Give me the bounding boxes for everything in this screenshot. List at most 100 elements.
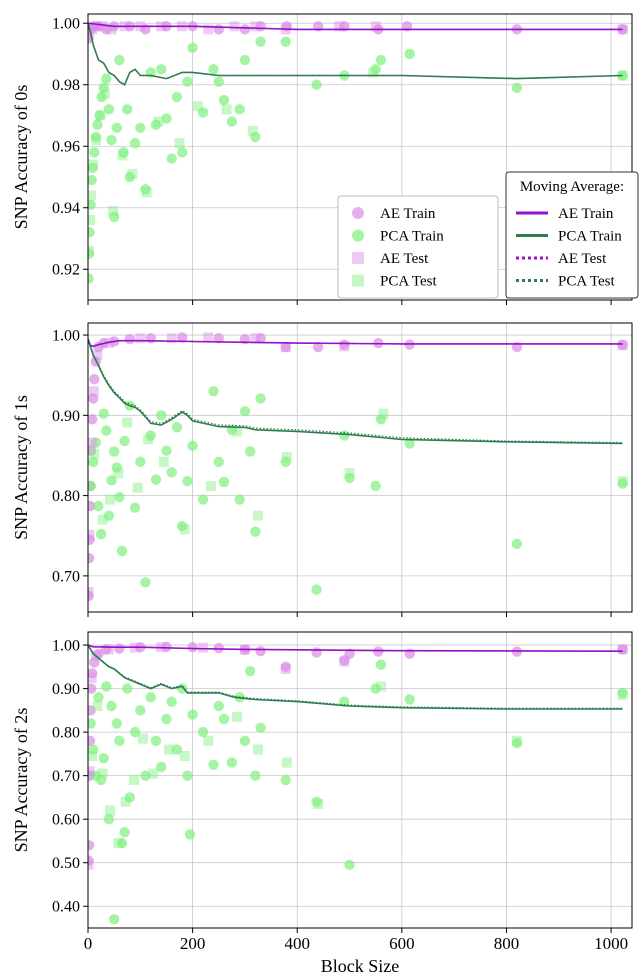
point-pca-test bbox=[127, 168, 138, 179]
point-ae-test bbox=[166, 333, 177, 344]
point-pca-train bbox=[95, 528, 107, 540]
point-ae-train bbox=[88, 445, 97, 456]
x-tick-label: 200 bbox=[180, 934, 206, 953]
point-ae-train bbox=[617, 644, 628, 655]
point-pca-test bbox=[281, 452, 292, 463]
point-pca-train bbox=[140, 184, 151, 195]
y-tick-label: 0.90 bbox=[52, 408, 80, 425]
point-pca-train bbox=[311, 796, 322, 807]
point-pca-train bbox=[98, 82, 109, 94]
point-pca-train bbox=[140, 577, 151, 588]
point-pca-test bbox=[104, 494, 115, 505]
point-pca-train bbox=[114, 54, 125, 66]
point-pca-train bbox=[93, 692, 104, 703]
point-pca-train bbox=[187, 42, 198, 54]
point-pca-train bbox=[370, 64, 381, 75]
point-ae-train bbox=[88, 705, 96, 716]
gridlines bbox=[87, 323, 632, 612]
point-pca-train bbox=[101, 73, 112, 84]
x-tick-label: 400 bbox=[284, 934, 310, 953]
point-pca-test bbox=[617, 476, 628, 487]
point-pca-train bbox=[156, 410, 167, 421]
point-ae-train bbox=[88, 414, 98, 425]
point-ae-test bbox=[90, 21, 101, 32]
y-tick-label: 0.70 bbox=[52, 568, 80, 585]
legend-marker-ae-train bbox=[352, 207, 364, 219]
ma-line-pca-train bbox=[88, 644, 623, 710]
gridlines bbox=[87, 14, 632, 300]
point-pca-train bbox=[156, 761, 167, 773]
point-pca-train bbox=[176, 147, 188, 158]
point-ae-train bbox=[145, 333, 156, 344]
point-pca-train bbox=[88, 480, 96, 492]
point-pca-train bbox=[98, 753, 109, 764]
plot-area bbox=[88, 21, 628, 284]
point-pca-train bbox=[88, 199, 96, 210]
point-pca-train bbox=[239, 406, 251, 417]
point-pca-train bbox=[88, 227, 95, 238]
point-pca-train bbox=[250, 770, 261, 781]
point-pca-test bbox=[88, 215, 96, 226]
point-pca-train bbox=[234, 494, 245, 505]
point-pca-train bbox=[344, 472, 355, 484]
point-pca-train bbox=[140, 770, 151, 781]
point-pca-train bbox=[122, 104, 133, 115]
point-pca-train bbox=[182, 475, 193, 487]
point-ae-train bbox=[176, 332, 188, 343]
point-ae-test bbox=[88, 672, 97, 683]
point-ae-test bbox=[88, 586, 94, 597]
point-pca-train bbox=[93, 500, 104, 512]
point-pca-test bbox=[89, 448, 100, 459]
point-pca-train bbox=[197, 726, 209, 738]
y-tick-label: 1.00 bbox=[52, 16, 80, 33]
point-pca-train bbox=[511, 737, 523, 749]
point-ae-test bbox=[229, 21, 240, 32]
point-ae-train bbox=[213, 333, 224, 344]
point-ae-test bbox=[88, 529, 95, 540]
ma-line-pca-test bbox=[88, 23, 623, 86]
point-ae-test bbox=[339, 341, 350, 352]
point-ae-train bbox=[213, 642, 224, 654]
x-axis-label: Block Size bbox=[321, 956, 400, 976]
point-pca-train bbox=[197, 107, 209, 118]
point-pca-test bbox=[143, 434, 154, 445]
point-pca-train bbox=[103, 510, 115, 521]
point-pca-train bbox=[208, 64, 219, 75]
plot-area bbox=[88, 641, 628, 925]
point-pca-test bbox=[129, 775, 140, 785]
point-pca-test bbox=[97, 514, 108, 525]
point-pca-train bbox=[226, 757, 238, 768]
point-pca-train bbox=[124, 792, 136, 803]
y-axis-label: SNP Accuracy of 1s bbox=[11, 395, 31, 540]
point-pca-train bbox=[255, 36, 266, 47]
y-tick-label: 0.80 bbox=[52, 488, 80, 505]
point-ae-train bbox=[213, 24, 224, 35]
point-pca-test bbox=[247, 125, 258, 136]
legend-label: AE Test bbox=[558, 251, 607, 267]
legend-label: PCA Train bbox=[558, 229, 622, 245]
point-ae-train bbox=[280, 341, 291, 353]
point-ae-test bbox=[88, 386, 99, 397]
legend-label: PCA Train bbox=[380, 229, 444, 245]
point-pca-train bbox=[135, 122, 146, 133]
legend-marker-pca-train bbox=[352, 229, 364, 242]
point-pca-test bbox=[95, 110, 106, 121]
point-ae-train bbox=[88, 855, 94, 866]
point-pca-test bbox=[104, 805, 115, 816]
point-pca-test bbox=[92, 701, 103, 711]
y-tick-label: 0.70 bbox=[52, 768, 80, 785]
point-ae-train bbox=[88, 735, 96, 747]
point-pca-test bbox=[141, 187, 152, 198]
legend-label: AE Train bbox=[558, 206, 614, 222]
x-tick-label: 600 bbox=[389, 934, 415, 953]
point-ae-test bbox=[280, 664, 291, 674]
point-ae-train bbox=[339, 339, 350, 350]
panel-3: 0.40 0.50 0.60 0.70 0.80 0.90 1.00 0 200 400 600 80… bbox=[11, 631, 633, 953]
point-pca-train bbox=[208, 759, 219, 770]
point-ae-train bbox=[161, 641, 172, 652]
panel-1: 0.92 0.94 0.96 0.98 1.00 SNP Accuracy of 0s AE… bbox=[11, 13, 639, 305]
point-ae-train bbox=[239, 24, 251, 35]
point-pca-train bbox=[116, 545, 128, 557]
axes-frame bbox=[87, 13, 633, 301]
